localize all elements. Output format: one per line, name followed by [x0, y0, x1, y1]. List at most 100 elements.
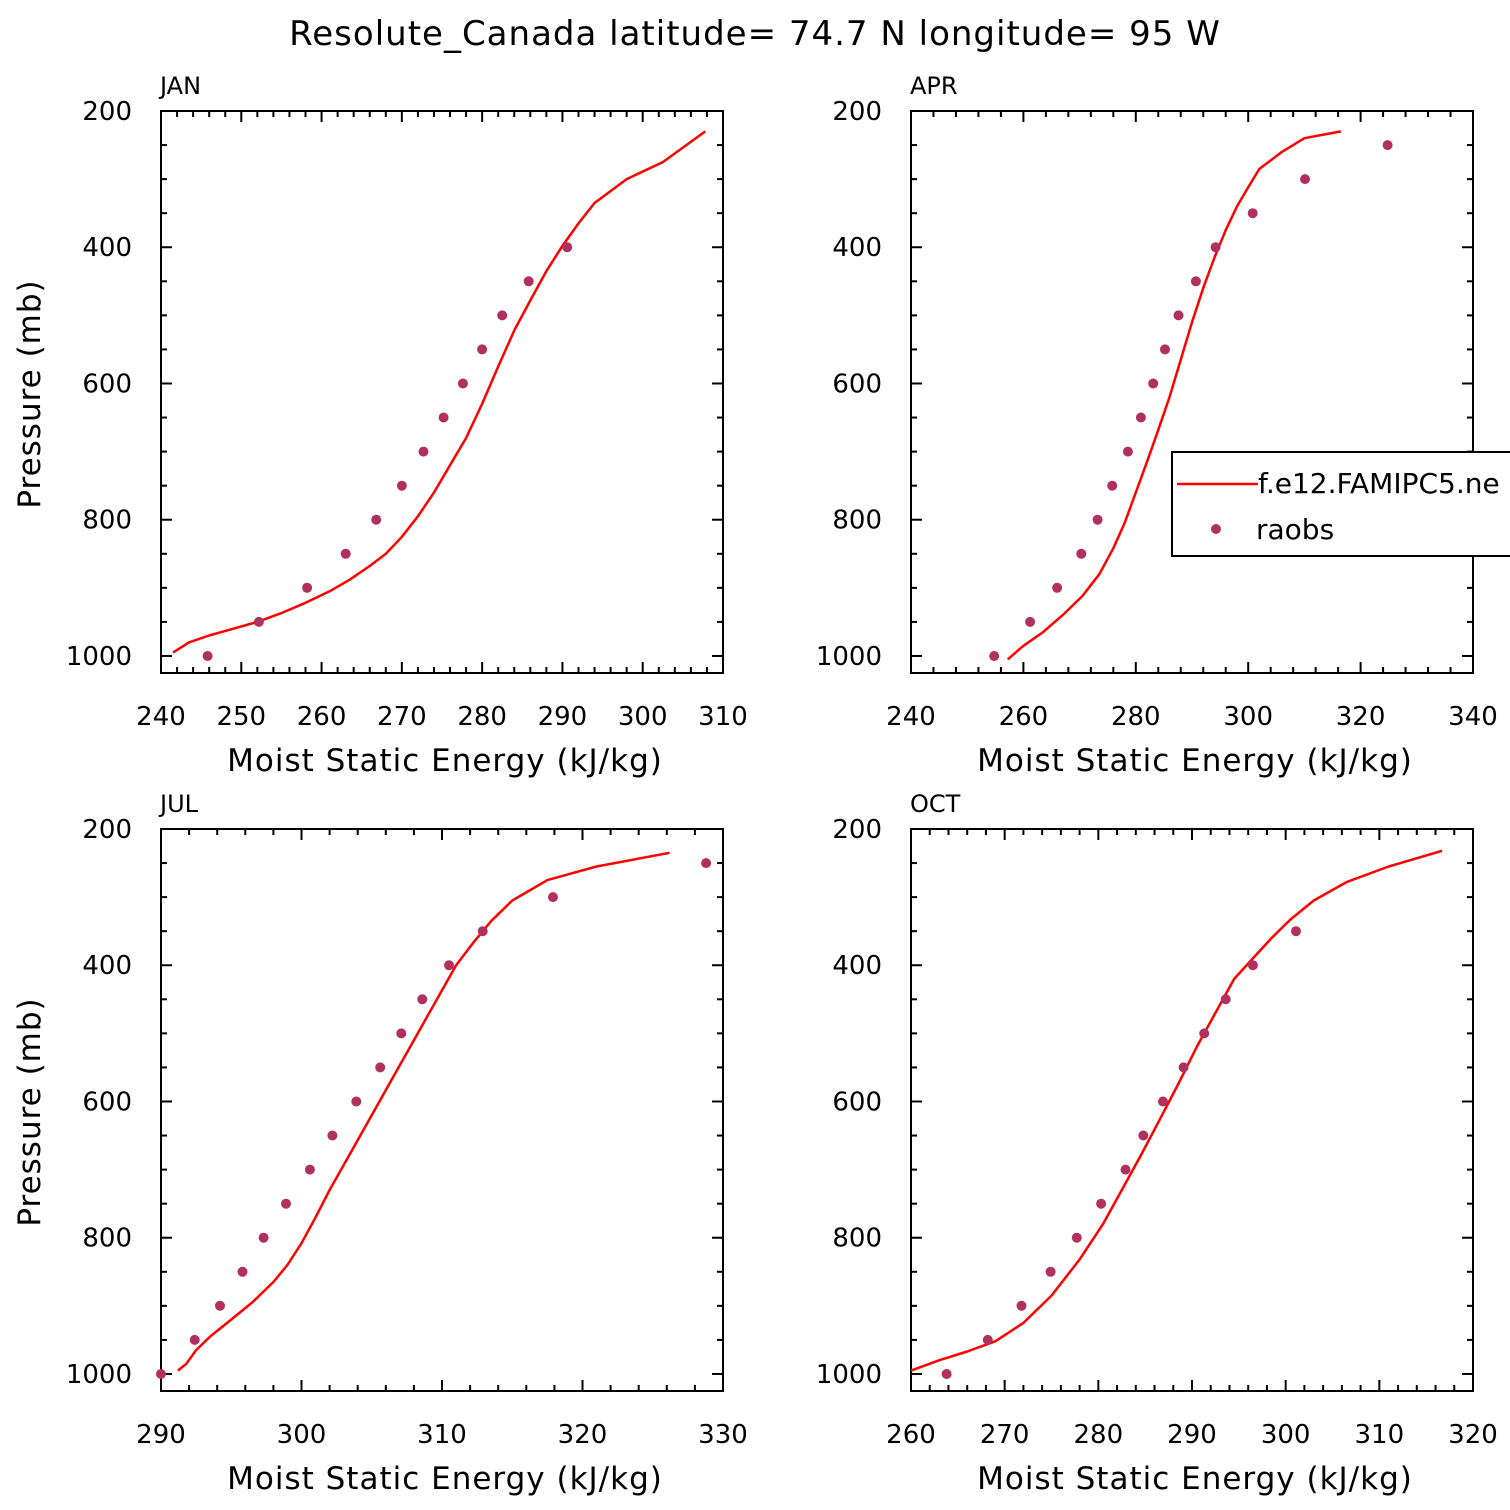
- raobs-point: [189, 1334, 200, 1345]
- model-line: [177, 851, 670, 1372]
- y-tick-label: 1000: [816, 642, 882, 672]
- y-tick-label: 1000: [816, 1360, 882, 1390]
- raobs-point: [477, 926, 488, 937]
- y-axis-label: Pressure (mb): [12, 997, 48, 1226]
- raobs-point: [253, 616, 264, 627]
- legend: f.e12.FAMIPC5.ne raobs: [1171, 451, 1510, 557]
- model-line: [1006, 130, 1342, 661]
- raobs-point: [1300, 174, 1310, 185]
- raobs-point: [396, 480, 407, 491]
- y-tick-label: 800: [82, 1224, 132, 1254]
- raobs-point: [302, 582, 313, 593]
- y-tick-label: 600: [832, 369, 882, 399]
- x-tick-label: 260: [297, 702, 347, 732]
- raobs-point: [418, 446, 429, 457]
- x-axis-label: Moist Static Energy (kJ/kg): [227, 743, 663, 779]
- raobs-point: [1076, 548, 1087, 559]
- raobs-point: [1210, 242, 1221, 253]
- x-axis-label: Moist Static Energy (kJ/kg): [977, 1461, 1413, 1497]
- plot-frame: [910, 110, 1474, 674]
- raobs-point: [375, 1062, 386, 1073]
- panel-label: OCT: [910, 790, 961, 818]
- raobs-point: [1096, 1198, 1107, 1209]
- raobs-point: [989, 651, 1000, 661]
- x-tick-label: 300: [618, 702, 668, 732]
- panel-jan: JAN 240 250 260 270 280 290 300 310 200 400 600 800 1…: [12, 72, 748, 779]
- figure-title: Resolute_Canada latitude= 74.7 N longitu…: [289, 14, 1221, 54]
- x-tick-label: 290: [136, 1420, 186, 1450]
- raobs-point: [215, 1300, 225, 1311]
- raobs-point: [1190, 276, 1201, 287]
- x-tick-label: 260: [886, 1420, 936, 1450]
- raobs-point: [304, 1164, 315, 1175]
- x-tick-label: 250: [216, 702, 266, 732]
- raobs-point: [1199, 1028, 1210, 1039]
- raobs-point: [457, 378, 468, 389]
- x-tick-label: 280: [457, 702, 507, 732]
- y-axis-label: Pressure (mb): [12, 279, 48, 508]
- plot-frame: [910, 828, 1474, 1392]
- y-tick-label: 200: [832, 97, 882, 127]
- raobs-point: [477, 344, 488, 355]
- x-tick-label: 240: [886, 702, 936, 732]
- x-tick-label: 330: [698, 1420, 748, 1450]
- raobs-point: [156, 1369, 166, 1379]
- raobs-point: [1120, 1164, 1131, 1175]
- raobs-point: [548, 892, 558, 903]
- raobs-point: [1178, 1062, 1189, 1073]
- raobs-point: [1148, 378, 1159, 389]
- legend-obs-marker: [1211, 524, 1221, 534]
- raobs-point: [1158, 1096, 1168, 1107]
- y-tick-label: 400: [82, 233, 132, 263]
- raobs-point: [1247, 208, 1258, 219]
- y-tick-label: 1000: [66, 1360, 132, 1390]
- x-tick-label: 300: [277, 1420, 327, 1450]
- raobs-point: [1135, 412, 1146, 423]
- plot-frame: [160, 110, 724, 674]
- x-tick-label: 280: [1074, 1420, 1124, 1450]
- raobs-point: [1138, 1130, 1149, 1141]
- x-tick-label: 270: [377, 702, 427, 732]
- raobs-point: [281, 1198, 291, 1209]
- panel-label: APR: [910, 72, 958, 100]
- raobs-point: [1016, 1300, 1027, 1311]
- raobs-point: [444, 960, 454, 971]
- raobs-point: [1220, 994, 1231, 1005]
- raobs-point: [562, 242, 573, 253]
- model-line: [172, 130, 707, 654]
- y-tick-label: 800: [832, 1224, 882, 1254]
- x-tick-label: 320: [558, 1420, 608, 1450]
- raobs-point: [1247, 960, 1258, 971]
- panel-label: JUL: [158, 790, 199, 818]
- raobs-point: [1045, 1266, 1056, 1277]
- raobs-point: [371, 514, 382, 525]
- x-tick-label: 310: [698, 702, 748, 732]
- y-tick-label: 600: [82, 369, 132, 399]
- y-tick-label: 200: [832, 815, 882, 845]
- x-tick-label: 290: [1167, 1420, 1217, 1450]
- raobs-point: [417, 994, 428, 1005]
- y-tick-label: 600: [82, 1087, 132, 1117]
- raobs-point: [701, 858, 712, 869]
- legend-obs-label: raobs: [1256, 513, 1334, 546]
- x-tick-label: 310: [417, 1420, 467, 1450]
- raobs-point: [1382, 140, 1393, 151]
- x-tick-label: 320: [1448, 1420, 1498, 1450]
- raobs-point: [1122, 446, 1133, 457]
- legend-model-label: f.e12.FAMIPC5.ne: [1258, 467, 1500, 500]
- y-tick-label: 1000: [66, 642, 132, 672]
- y-tick-label: 600: [832, 1087, 882, 1117]
- raobs-point: [1291, 926, 1301, 937]
- x-tick-label: 300: [1261, 1420, 1311, 1450]
- x-axis-label: Moist Static Energy (kJ/kg): [227, 1461, 663, 1497]
- legend-box: [1171, 451, 1510, 557]
- raobs-point: [497, 310, 508, 321]
- x-tick-label: 260: [999, 702, 1049, 732]
- y-tick-label: 800: [82, 506, 132, 536]
- x-tick-label: 240: [136, 702, 186, 732]
- raobs-point: [1052, 582, 1063, 593]
- y-tick-label: 400: [82, 951, 132, 981]
- raobs-point: [340, 548, 351, 559]
- raobs-point: [1071, 1232, 1082, 1243]
